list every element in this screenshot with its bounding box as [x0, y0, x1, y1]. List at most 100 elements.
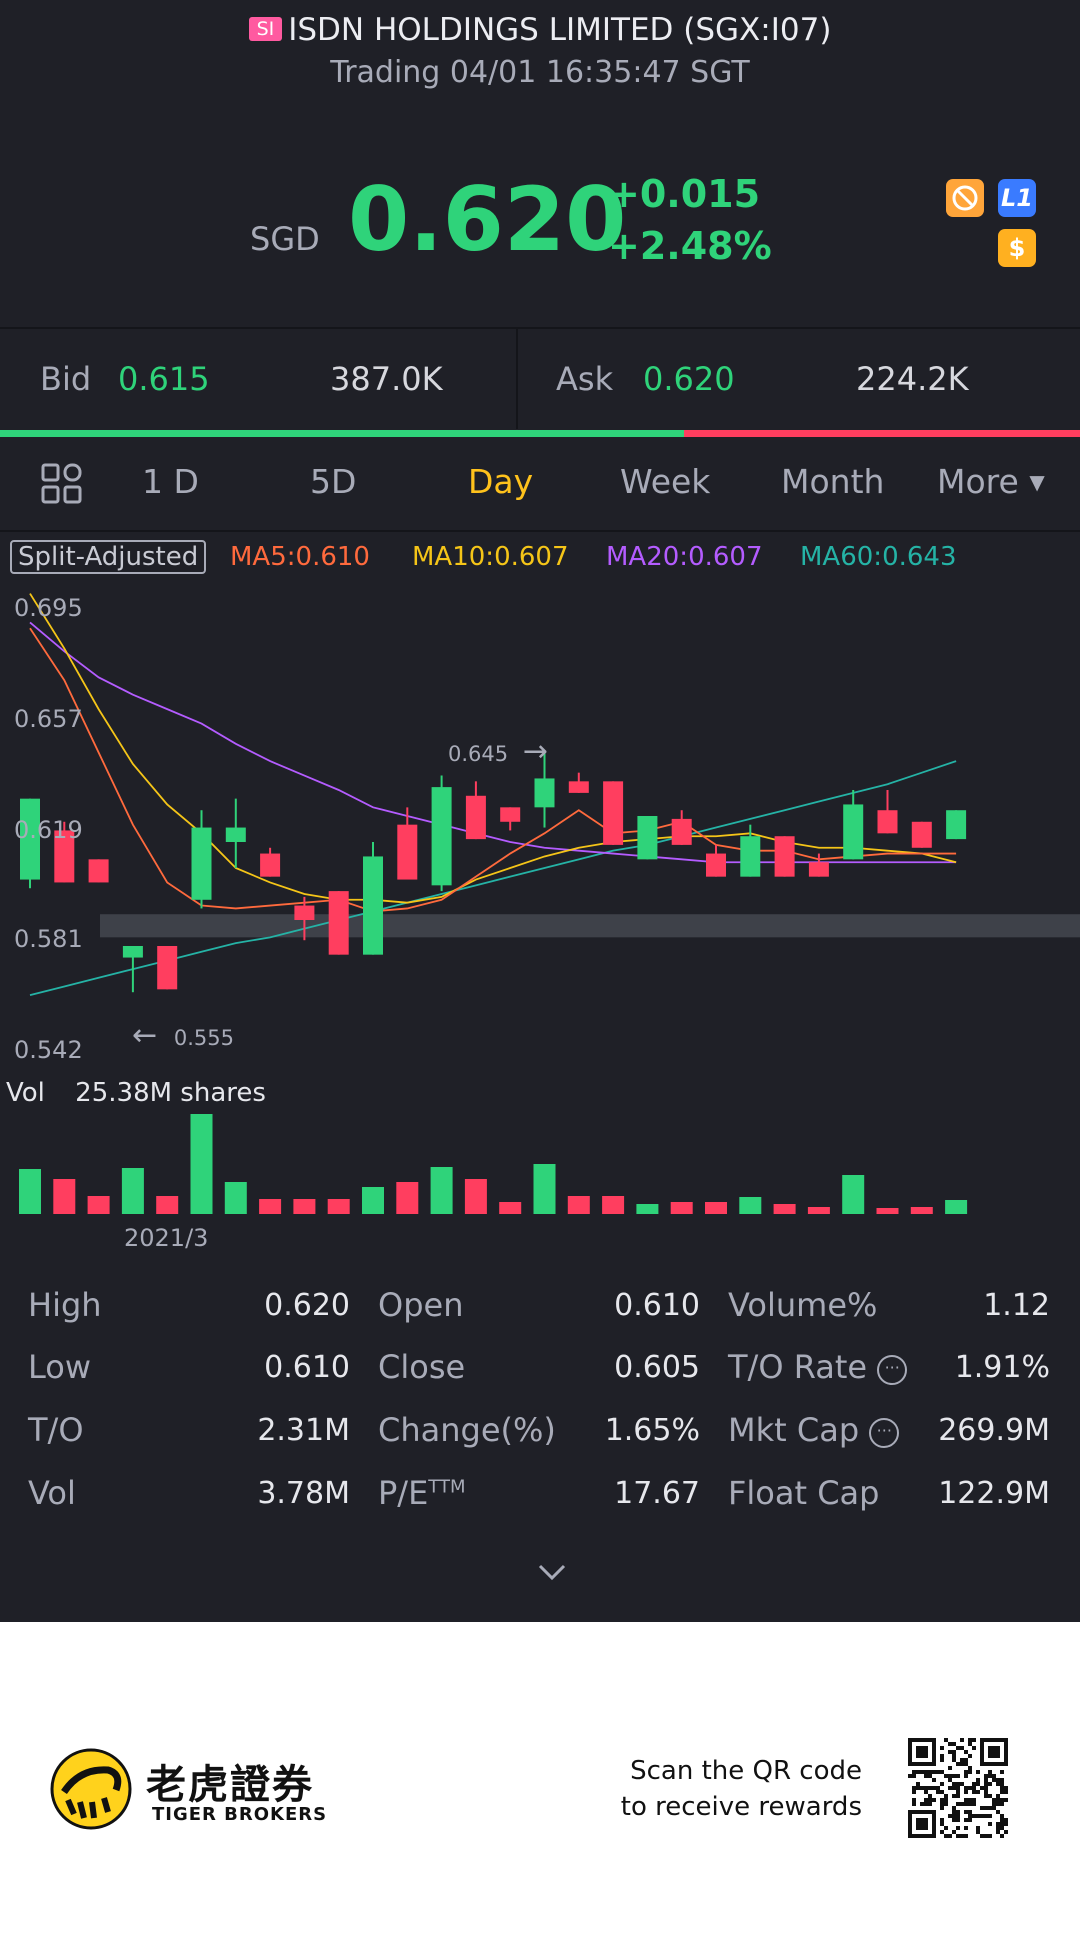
- stat-high-value: 0.620: [264, 1288, 350, 1323]
- volume-bar: [430, 1167, 453, 1214]
- volume-bar: [362, 1187, 384, 1214]
- volume-label: Vol: [6, 1078, 45, 1108]
- candle-body: [157, 946, 178, 990]
- scan-text-line1: Scan the QR code: [630, 1756, 862, 1786]
- ma20-line: [29, 621, 957, 864]
- y-tick-label: 0.619: [14, 816, 83, 844]
- y-tick-label: 0.542: [14, 1036, 83, 1064]
- stat-to-value: 2.31M: [257, 1413, 350, 1448]
- ma10-value: MA10:0.607: [412, 542, 569, 572]
- stat-pe-sup: TTM: [428, 1476, 466, 1498]
- stock-title: ISDN HOLDINGS LIMITED (SGX:I07): [288, 12, 832, 48]
- ask-price[interactable]: 0.620: [643, 360, 735, 398]
- volume-bar: [53, 1179, 76, 1214]
- ask-volume-bar: [683, 430, 1080, 437]
- tab-5d[interactable]: 5D: [310, 462, 357, 501]
- stock-title-row: SI ISDN HOLDINGS LIMITED (SGX:I07): [0, 12, 1080, 48]
- volume-bar: [464, 1179, 487, 1214]
- volume-bar: [807, 1207, 830, 1214]
- stat-mktcap-value: 269.9M: [938, 1413, 1050, 1448]
- candle-body: [843, 804, 864, 860]
- volume-bar: [705, 1202, 727, 1214]
- volume-chart[interactable]: [0, 1110, 1080, 1220]
- candle-body: [54, 830, 75, 883]
- candle-body: [465, 795, 486, 840]
- split-adjusted-toggle[interactable]: Split-Adjusted: [10, 540, 207, 574]
- volume-bar: [121, 1168, 144, 1214]
- volume-bar: [499, 1202, 522, 1214]
- volume-bar: [876, 1208, 899, 1214]
- support-band: [100, 914, 1080, 938]
- stat-torate-label: T/O Rate ···: [728, 1348, 908, 1386]
- dollar-icon[interactable]: $: [998, 229, 1036, 267]
- bid-price[interactable]: 0.615: [118, 360, 210, 398]
- volume-total: 25.38M shares: [75, 1078, 266, 1108]
- expand-chevron-icon[interactable]: [534, 1560, 570, 1588]
- volume-bar: [533, 1164, 556, 1214]
- candle-body: [88, 859, 109, 883]
- no-short-icon[interactable]: [946, 179, 984, 217]
- tab-day[interactable]: Day: [468, 462, 534, 501]
- candle-body: [877, 810, 898, 834]
- price-change: +0.015: [608, 172, 761, 216]
- stat-pe-label: P/ETTM: [378, 1474, 466, 1512]
- tab-month[interactable]: Month: [781, 462, 885, 501]
- brand-name-en: TIGER BROKERS: [152, 1804, 328, 1825]
- info-icon[interactable]: ···: [869, 1418, 900, 1448]
- stat-change-label: Change(%): [378, 1411, 556, 1449]
- ma5-line: [29, 627, 957, 913]
- quote-panel: SI ISDN HOLDINGS LIMITED (SGX:I07) Tradin…: [0, 0, 1080, 1622]
- y-tick-label: 0.581: [14, 925, 83, 953]
- bid-size: 387.0K: [330, 360, 443, 398]
- brand-name-cn: 老虎證券: [146, 1762, 314, 1808]
- price-change-pct: +2.48%: [608, 224, 772, 268]
- tab-more[interactable]: More ▼: [937, 462, 1045, 501]
- volume-bar: [910, 1207, 933, 1214]
- ask-label: Ask: [556, 360, 614, 398]
- stat-torate-text: T/O Rate: [728, 1348, 868, 1386]
- high-marker: 0.645 →: [448, 734, 548, 769]
- candle-body: [774, 836, 795, 877]
- qr-code-icon[interactable]: [908, 1738, 1008, 1838]
- candle-body: [20, 798, 40, 880]
- bid-volume-bar: [0, 430, 684, 437]
- candle-body: [397, 824, 418, 880]
- tab-1d[interactable]: 1 D: [142, 462, 199, 501]
- scan-text-line2: to receive rewards: [620, 1792, 862, 1822]
- high-marker-value: 0.645: [448, 742, 509, 766]
- ma10-line: [29, 593, 957, 904]
- price-chart[interactable]: [0, 580, 1080, 1250]
- tab-week[interactable]: Week: [620, 462, 711, 501]
- y-tick-label: 0.657: [14, 705, 83, 733]
- volume-header: Vol 25.38M shares: [6, 1078, 266, 1108]
- volume-bar: [602, 1196, 625, 1214]
- candle-body: [637, 816, 658, 860]
- stat-vol-value: 3.78M: [257, 1476, 350, 1511]
- candle-body: [946, 810, 967, 840]
- ma60-value: MA60:0.643: [800, 542, 957, 572]
- volume-bar: [156, 1196, 179, 1214]
- volume-bar: [327, 1199, 350, 1214]
- level1-icon[interactable]: L1: [998, 179, 1036, 217]
- candle-body: [431, 787, 452, 886]
- stat-low-label: Low: [28, 1348, 92, 1386]
- stat-change-value: 1.65%: [604, 1413, 700, 1448]
- candle-body: [191, 827, 212, 900]
- candle-body: [808, 862, 829, 877]
- trading-status: Trading 04/01 16:35:47 SGT: [330, 55, 750, 90]
- candle-body: [225, 827, 246, 842]
- stat-open-label: Open: [378, 1286, 464, 1324]
- last-price: 0.620: [348, 168, 627, 271]
- layout-grid-icon[interactable]: [40, 462, 84, 510]
- stat-close-value: 0.605: [614, 1350, 700, 1385]
- tiger-logo-icon: [50, 1748, 132, 1830]
- x-axis-date-label: 2021/3: [124, 1224, 209, 1252]
- volume-bar: [224, 1182, 247, 1214]
- info-icon[interactable]: ···: [877, 1355, 908, 1385]
- arrow-right-icon: →: [522, 734, 548, 769]
- candle-body: [500, 807, 521, 822]
- stat-volpct-label: Volume%: [728, 1286, 878, 1324]
- volume-bar: [259, 1199, 282, 1214]
- volume-bar: [87, 1196, 110, 1214]
